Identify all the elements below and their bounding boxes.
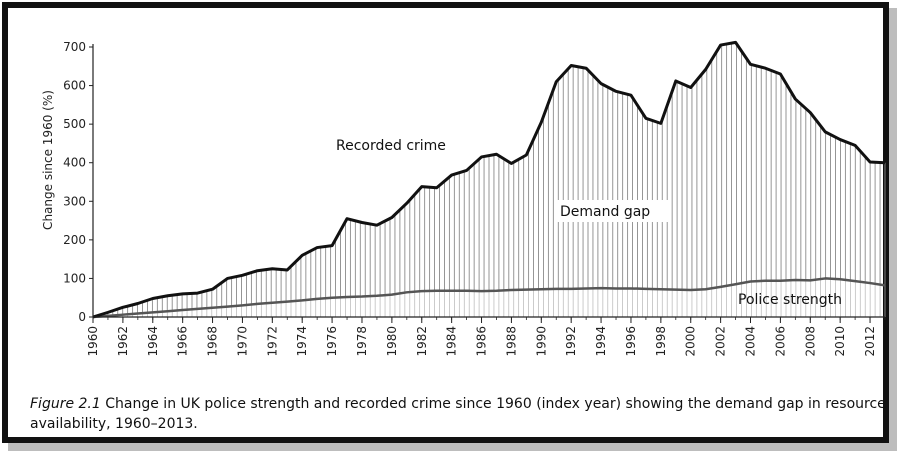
x-tick-label: 1988 (504, 326, 518, 357)
x-tick-label: 1960 (86, 326, 100, 357)
frame-shadow-right (889, 8, 897, 451)
caption-figure-label: Figure 2.1 (30, 396, 101, 412)
y-tick-label: 700 (63, 40, 86, 54)
x-tick-label: 1964 (146, 326, 160, 357)
x-tick-label: 2002 (714, 326, 728, 357)
x-tick-label: 1962 (116, 326, 130, 357)
x-tick-label: 1966 (176, 326, 190, 357)
series-lines (92, 40, 886, 319)
y-tick-label: 200 (63, 233, 86, 247)
police-strength-line (92, 277, 886, 319)
x-tick-label: 1976 (325, 326, 339, 357)
y-tick-label: 600 (63, 79, 86, 93)
x-tick-label: 2008 (803, 326, 817, 357)
x-tick-label: 1984 (445, 326, 459, 357)
annotation-demand-gap-bg (556, 200, 668, 222)
x-tick-label: 1970 (235, 326, 249, 357)
x-tick-labels: 1960 1962 1964 1966 1968 1970 1972 1974 1976 1978… (86, 317, 886, 357)
x-tick-label: 2012 (863, 326, 877, 357)
annotation-police-strength: Police strength (738, 292, 842, 308)
figure-caption: Figure 2.1 Change in UK police strength … (30, 394, 890, 434)
x-tick-label: 1978 (355, 326, 369, 357)
y-tick-labels: 0 100 200 300 400 500 600 700 (63, 40, 93, 324)
axes (92, 44, 885, 318)
x-tick-label: 2000 (684, 326, 698, 357)
annotation-recorded-crime: Recorded crime (336, 138, 446, 154)
x-tick-label: 1986 (475, 326, 489, 357)
frame-shadow-bottom (8, 443, 895, 451)
x-tick-label: 1998 (654, 326, 668, 357)
annotation-demand-gap: Demand gap (560, 204, 650, 220)
y-tick-label: 500 (63, 117, 86, 131)
y-tick-label: 400 (63, 156, 86, 170)
x-tick-label: 2010 (833, 326, 847, 357)
caption-text: Change in UK police strength and recorde… (30, 396, 886, 432)
y-tick-label: 0 (78, 310, 86, 324)
demand-gap-hatching (97, 43, 886, 317)
x-tick-label: 1974 (295, 326, 309, 357)
y-tick-label: 100 (63, 271, 86, 285)
x-tick-label: 1994 (594, 326, 608, 357)
x-tick-label: 1982 (415, 326, 429, 357)
x-tick-label: 2006 (773, 326, 787, 357)
x-tick-label: 1980 (385, 326, 399, 357)
x-tick-label: 2004 (744, 326, 758, 357)
recorded-crime-line (92, 40, 886, 319)
x-tick-label: 1968 (206, 326, 220, 357)
x-tick-label: 1996 (624, 326, 638, 357)
x-tick-label: 1990 (534, 326, 548, 357)
y-tick-label: 300 (63, 194, 86, 208)
y-axis-label: Change since 1960 (%) (41, 90, 55, 230)
x-tick-label: 1972 (265, 326, 279, 357)
x-tick-label: 1992 (564, 326, 578, 357)
